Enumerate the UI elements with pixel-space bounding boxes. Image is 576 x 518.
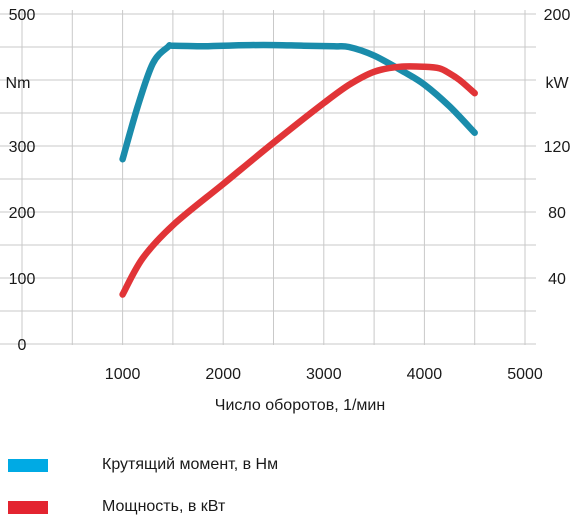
- left-axis-tick-label: 300: [9, 139, 36, 156]
- legend-item-power: Мощность, в кВт: [8, 498, 225, 516]
- right-axis-tick-label: 40: [548, 271, 566, 288]
- legend-label-power: Мощность, в кВт: [102, 498, 226, 515]
- series-layer: [119, 41, 478, 298]
- x-axis-label: Число оборотов, 1/мин: [215, 397, 385, 414]
- right-axis-tick-label: 80: [548, 205, 566, 222]
- x-axis-tick-label: 1000: [105, 366, 141, 383]
- right-axis-tick-label: 200: [544, 7, 571, 24]
- left-axis-tick-label: 200: [9, 205, 36, 222]
- right-axis: 40 80 120 200: [544, 7, 571, 288]
- x-axis-tick-label: 5000: [507, 366, 543, 383]
- left-axis-tick-label: 100: [9, 271, 36, 288]
- legend-item-torque: Крутящий момент, в Нм: [8, 456, 278, 474]
- right-axis-unit-label: kW: [545, 75, 569, 92]
- series-line-power: [119, 63, 478, 298]
- x-axis-tick-label: 3000: [306, 366, 342, 383]
- legend-label-torque: Крутящий момент, в Нм: [102, 456, 279, 473]
- series-line-torque: [119, 41, 478, 163]
- left-axis: 0 100 200 300 500: [9, 7, 36, 354]
- left-axis-tick-label: 0: [18, 337, 27, 354]
- right-axis-tick-label: 120: [544, 139, 571, 156]
- left-axis-tick-label: 500: [9, 7, 36, 24]
- x-axis: 1000 2000 3000 4000 5000: [105, 366, 543, 383]
- legend-swatch-torque: [8, 458, 48, 472]
- left-axis-unit-label: Nm: [6, 75, 31, 92]
- x-axis-tick-label: 4000: [407, 366, 443, 383]
- x-axis-tick-label: 2000: [205, 366, 241, 383]
- torque-power-chart: 0 100 200 300 500 40 80 120 200 1000 2000 3000 400…: [0, 7, 571, 414]
- grid-lines: [0, 10, 536, 345]
- legend-swatch-power: [8, 500, 48, 514]
